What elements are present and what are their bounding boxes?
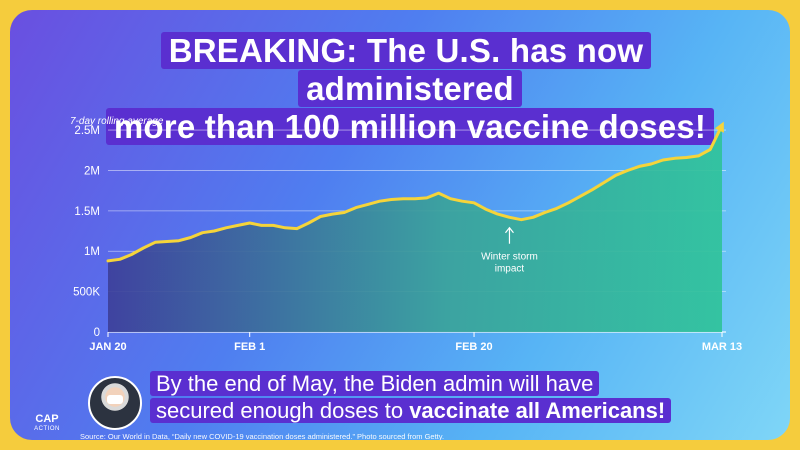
caption-text-2: secured enough doses to [156,398,410,423]
series-line [106,123,724,263]
caption-line-1: By the end of May, the Biden admin will … [150,371,600,396]
y-tick-label: 2.5M [74,125,100,137]
annotation-arrowhead [504,226,514,234]
headline-line-2: more than 100 million vaccine doses! [105,108,715,145]
cap-action-logo: CAP ACTION [32,414,62,434]
logo-subtext: ACTION [34,426,60,432]
y-tick-label: 500K [73,287,100,299]
caption-emphasis: vaccinate all Americans! [409,398,666,423]
headline-text-1: The U.S. has now administered [306,32,644,107]
caption: By the end of May, the Biden admin will … [150,370,750,424]
headline: BREAKING: The U.S. has now administered … [60,32,760,146]
logo-text: CAP [35,413,59,425]
y-tick-label: 1M [84,246,100,258]
y-axis-label: 7-day rolling average [70,116,164,127]
vaccine-doses-chart: 7-day rolling average 0500K1M1.5M2M2.5M … [70,116,742,353]
y-tick-label: 2M [84,165,100,177]
line-end-arrow [714,121,724,133]
annotation-text-2: impact [495,264,525,275]
avatar [88,376,142,430]
graphic-card: BREAKING: The U.S. has now administered … [10,10,790,440]
caption-line-2: secured enough doses to vaccinate all Am… [150,398,672,423]
area-fill [108,125,722,332]
source-note: Source: Our World in Data, “Daily new CO… [80,432,445,440]
y-tick-label: 0 [94,327,100,339]
annotation-text-1: Winter storm [481,252,538,263]
face-mask [107,395,123,404]
x-tick-label: FEB 20 [455,341,492,353]
headline-keyword: BREAKING: [168,32,358,69]
x-tick-label: JAN 20 [89,341,126,353]
y-tick-label: 1.5M [74,206,100,218]
x-tick-label: MAR 13 [702,341,742,353]
x-tick-label: FEB 1 [234,341,265,353]
